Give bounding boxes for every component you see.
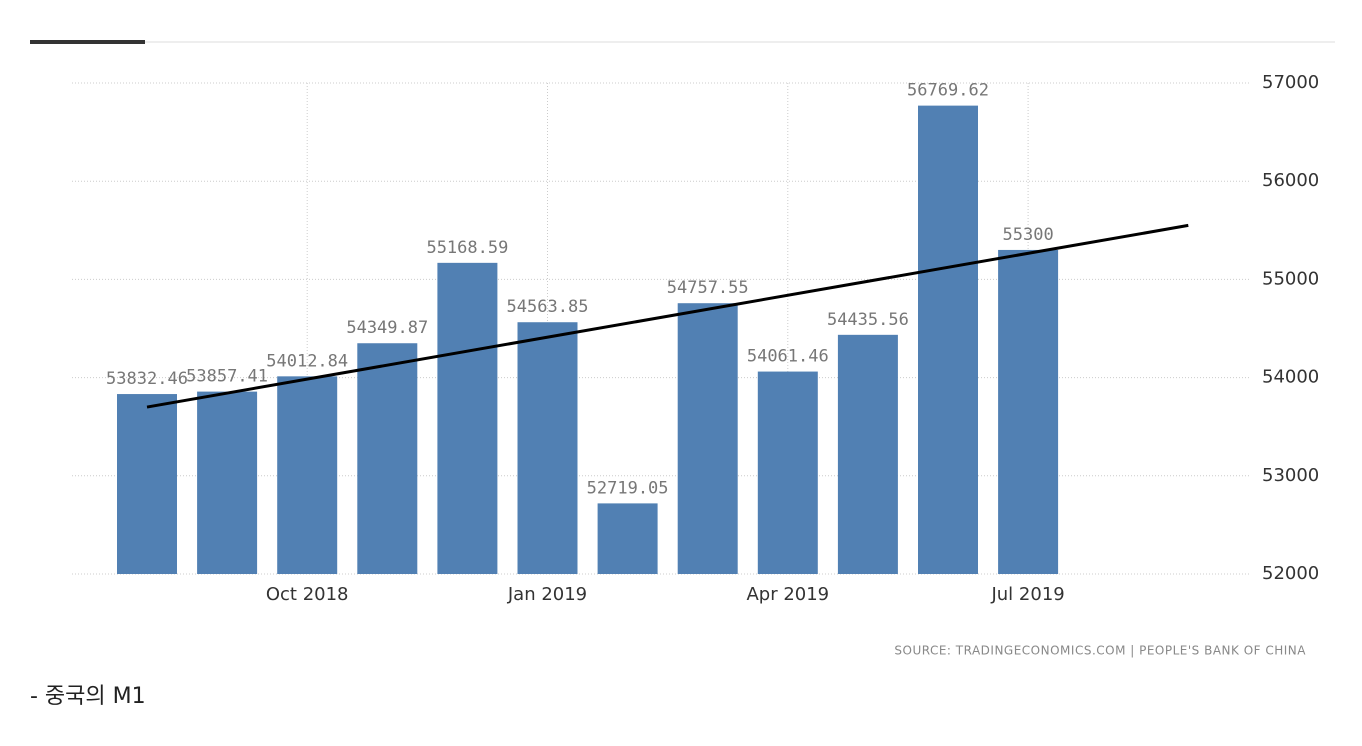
x-tick-label: Jan 2019 — [507, 584, 587, 605]
value-label: 55300 — [1003, 225, 1054, 245]
bar — [757, 371, 818, 574]
y-tick-label: 56000 — [1262, 170, 1319, 191]
y-tick-label: 53000 — [1262, 465, 1319, 486]
value-label: 54563.85 — [507, 297, 589, 317]
value-label: 56769.62 — [907, 81, 989, 101]
value-label: 54757.55 — [667, 278, 749, 298]
value-label: 54349.87 — [346, 318, 428, 338]
value-label: 54435.56 — [827, 310, 909, 330]
y-tick-label: 52000 — [1262, 563, 1319, 584]
x-tick-label: Apr 2019 — [746, 584, 829, 605]
value-label: 54061.46 — [747, 347, 829, 367]
bar — [437, 262, 498, 574]
value-label: 52719.05 — [587, 478, 669, 498]
trend-line — [146, 223, 1189, 409]
value-label: 53832.46 — [106, 369, 188, 389]
bar — [918, 105, 978, 574]
bar — [597, 503, 658, 574]
bar — [117, 394, 177, 574]
bar — [197, 391, 258, 574]
y-tick-label: 57000 — [1262, 72, 1319, 93]
y-tick-label: 55000 — [1262, 268, 1319, 289]
y-tick-label: 54000 — [1262, 367, 1319, 388]
caption: - 중국의 M1 — [30, 684, 146, 709]
x-tick-label: Oct 2018 — [266, 584, 349, 605]
value-label: 55168.59 — [426, 238, 508, 258]
bar — [277, 376, 338, 574]
source: SOURCE: TRADINGECONOMICS.COM | PEOPLE'S … — [894, 644, 1306, 658]
value-label: 54012.84 — [266, 351, 348, 371]
x-tick-label: Jul 2019 — [990, 584, 1064, 605]
chart: SOURCE: TRADINGECONOMICS.COM | PEOPLE'S … — [30, 40, 1335, 658]
bar — [517, 322, 578, 574]
bar — [677, 303, 738, 574]
value-label: 53857.41 — [186, 367, 268, 387]
bar — [998, 249, 1059, 574]
bar — [837, 334, 898, 574]
bar — [357, 343, 418, 574]
